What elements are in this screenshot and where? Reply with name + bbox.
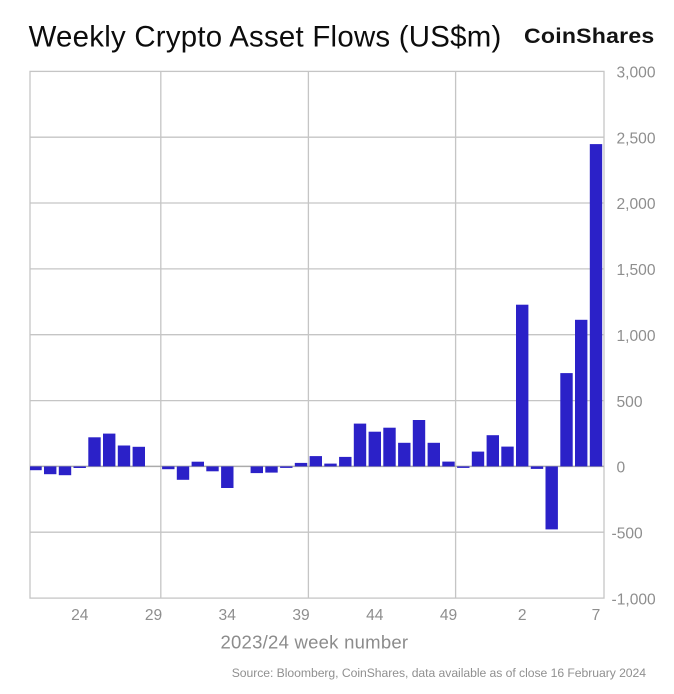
svg-text:29: 29 — [145, 607, 162, 624]
svg-text:1,500: 1,500 — [617, 262, 656, 279]
svg-text:0: 0 — [617, 460, 626, 477]
svg-text:500: 500 — [617, 394, 643, 411]
svg-text:-1,000: -1,000 — [612, 591, 657, 608]
svg-text:34: 34 — [219, 607, 237, 624]
svg-text:2023/24 week number: 2023/24 week number — [220, 632, 408, 653]
svg-text:1,000: 1,000 — [617, 328, 656, 345]
svg-text:3,000: 3,000 — [617, 65, 656, 82]
svg-text:Source: Bloomberg, CoinShares,: Source: Bloomberg, CoinShares, data avai… — [232, 666, 647, 680]
svg-text:2,000: 2,000 — [617, 196, 656, 213]
svg-text:44: 44 — [366, 607, 384, 624]
svg-text:39: 39 — [292, 607, 309, 624]
svg-text:-500: -500 — [612, 525, 644, 542]
svg-text:24: 24 — [71, 607, 89, 624]
svg-text:2: 2 — [518, 607, 527, 624]
svg-text:Weekly Crypto Asset Flows (US$: Weekly Crypto Asset Flows (US$m) — [29, 20, 502, 53]
svg-text:49: 49 — [440, 607, 457, 624]
svg-text:CoinShares: CoinShares — [524, 24, 655, 48]
svg-text:7: 7 — [592, 607, 601, 624]
svg-text:2,500: 2,500 — [617, 130, 656, 147]
